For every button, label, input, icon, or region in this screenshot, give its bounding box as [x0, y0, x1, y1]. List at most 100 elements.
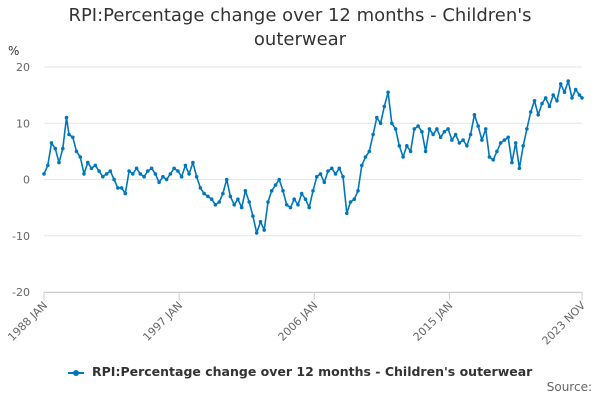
data-point	[101, 174, 105, 179]
data-point	[288, 205, 293, 210]
y-tick-label: -20	[12, 286, 30, 299]
data-point	[262, 228, 267, 232]
data-point	[82, 172, 86, 176]
data-point	[239, 205, 244, 210]
data-point	[408, 149, 413, 154]
data-point	[480, 138, 484, 142]
y-axis-label: %	[8, 44, 20, 58]
data-point	[326, 169, 330, 173]
data-point	[573, 87, 578, 92]
data-point	[146, 169, 150, 173]
data-point	[187, 172, 191, 176]
data-point	[168, 172, 173, 176]
data-point	[89, 166, 94, 171]
series-line	[43, 80, 583, 234]
data-point	[104, 172, 109, 176]
data-point	[194, 174, 199, 179]
data-point	[363, 155, 368, 159]
data-point	[536, 113, 540, 117]
data-point	[566, 79, 570, 83]
data-point	[318, 172, 323, 176]
source-label: Source:	[546, 380, 592, 394]
data-point	[510, 160, 514, 165]
data-point	[281, 189, 285, 193]
data-point	[243, 189, 248, 193]
data-point	[134, 166, 139, 171]
data-point	[236, 197, 240, 201]
data-point	[386, 90, 390, 95]
data-point	[382, 104, 387, 109]
data-point	[450, 138, 454, 142]
x-tick-label: 2015 JAN	[411, 299, 456, 344]
data-point	[390, 121, 394, 126]
data-point	[487, 155, 492, 159]
data-point	[269, 189, 274, 193]
data-point	[138, 172, 143, 176]
data-point	[345, 211, 349, 216]
data-point	[46, 163, 50, 168]
data-point	[465, 144, 469, 148]
legend-swatch	[67, 369, 84, 377]
data-point	[303, 197, 308, 201]
data-point	[420, 129, 424, 134]
data-point	[506, 135, 511, 140]
data-point	[149, 166, 154, 171]
data-point	[442, 129, 447, 134]
data-point	[206, 194, 210, 199]
x-tick-label: 2023 NOV	[540, 299, 589, 348]
data-point	[179, 174, 184, 179]
data-point	[224, 177, 229, 182]
legend[interactable]: RPI:Percentage change over 12 months - C…	[0, 364, 600, 379]
data-point	[284, 203, 289, 207]
data-point	[378, 121, 383, 126]
data-point	[93, 163, 98, 168]
data-point	[551, 93, 555, 97]
data-point	[258, 219, 263, 224]
data-point	[570, 96, 574, 100]
data-point	[53, 146, 58, 151]
data-point	[127, 169, 131, 173]
data-point	[405, 144, 409, 148]
data-point	[577, 93, 582, 97]
data-point	[498, 141, 503, 145]
data-point	[423, 149, 428, 154]
x-tick-label: 1997 JAN	[140, 299, 185, 344]
data-point	[416, 124, 420, 128]
data-point	[333, 172, 338, 176]
data-point	[57, 160, 61, 165]
data-point	[254, 231, 259, 235]
data-point	[532, 99, 537, 103]
data-point	[67, 132, 71, 137]
y-tick-label: -10	[12, 230, 30, 243]
data-point	[435, 127, 439, 131]
data-point	[580, 96, 584, 100]
data-point	[438, 135, 443, 140]
data-point	[491, 158, 496, 162]
data-point	[266, 200, 270, 204]
data-point	[108, 169, 113, 173]
data-point	[502, 138, 507, 142]
data-point	[277, 177, 282, 182]
data-point	[401, 155, 405, 159]
x-tick-label: 2006 JAN	[276, 299, 321, 344]
data-point	[375, 115, 379, 120]
data-point	[330, 166, 334, 171]
data-point	[164, 177, 169, 182]
data-point	[341, 174, 345, 179]
data-point	[183, 163, 188, 168]
data-point	[247, 200, 251, 204]
data-point	[112, 177, 116, 182]
data-point	[153, 172, 158, 176]
data-point	[453, 132, 458, 137]
data-point	[209, 197, 214, 201]
data-point	[472, 113, 477, 117]
data-point	[86, 160, 90, 165]
data-point	[292, 197, 297, 201]
data-point	[299, 191, 304, 196]
x-tick-label: 1988 JAN	[5, 299, 50, 344]
data-point	[64, 115, 69, 120]
data-point	[61, 146, 65, 151]
data-point	[176, 169, 180, 173]
data-point	[251, 214, 255, 218]
data-point	[528, 110, 533, 114]
